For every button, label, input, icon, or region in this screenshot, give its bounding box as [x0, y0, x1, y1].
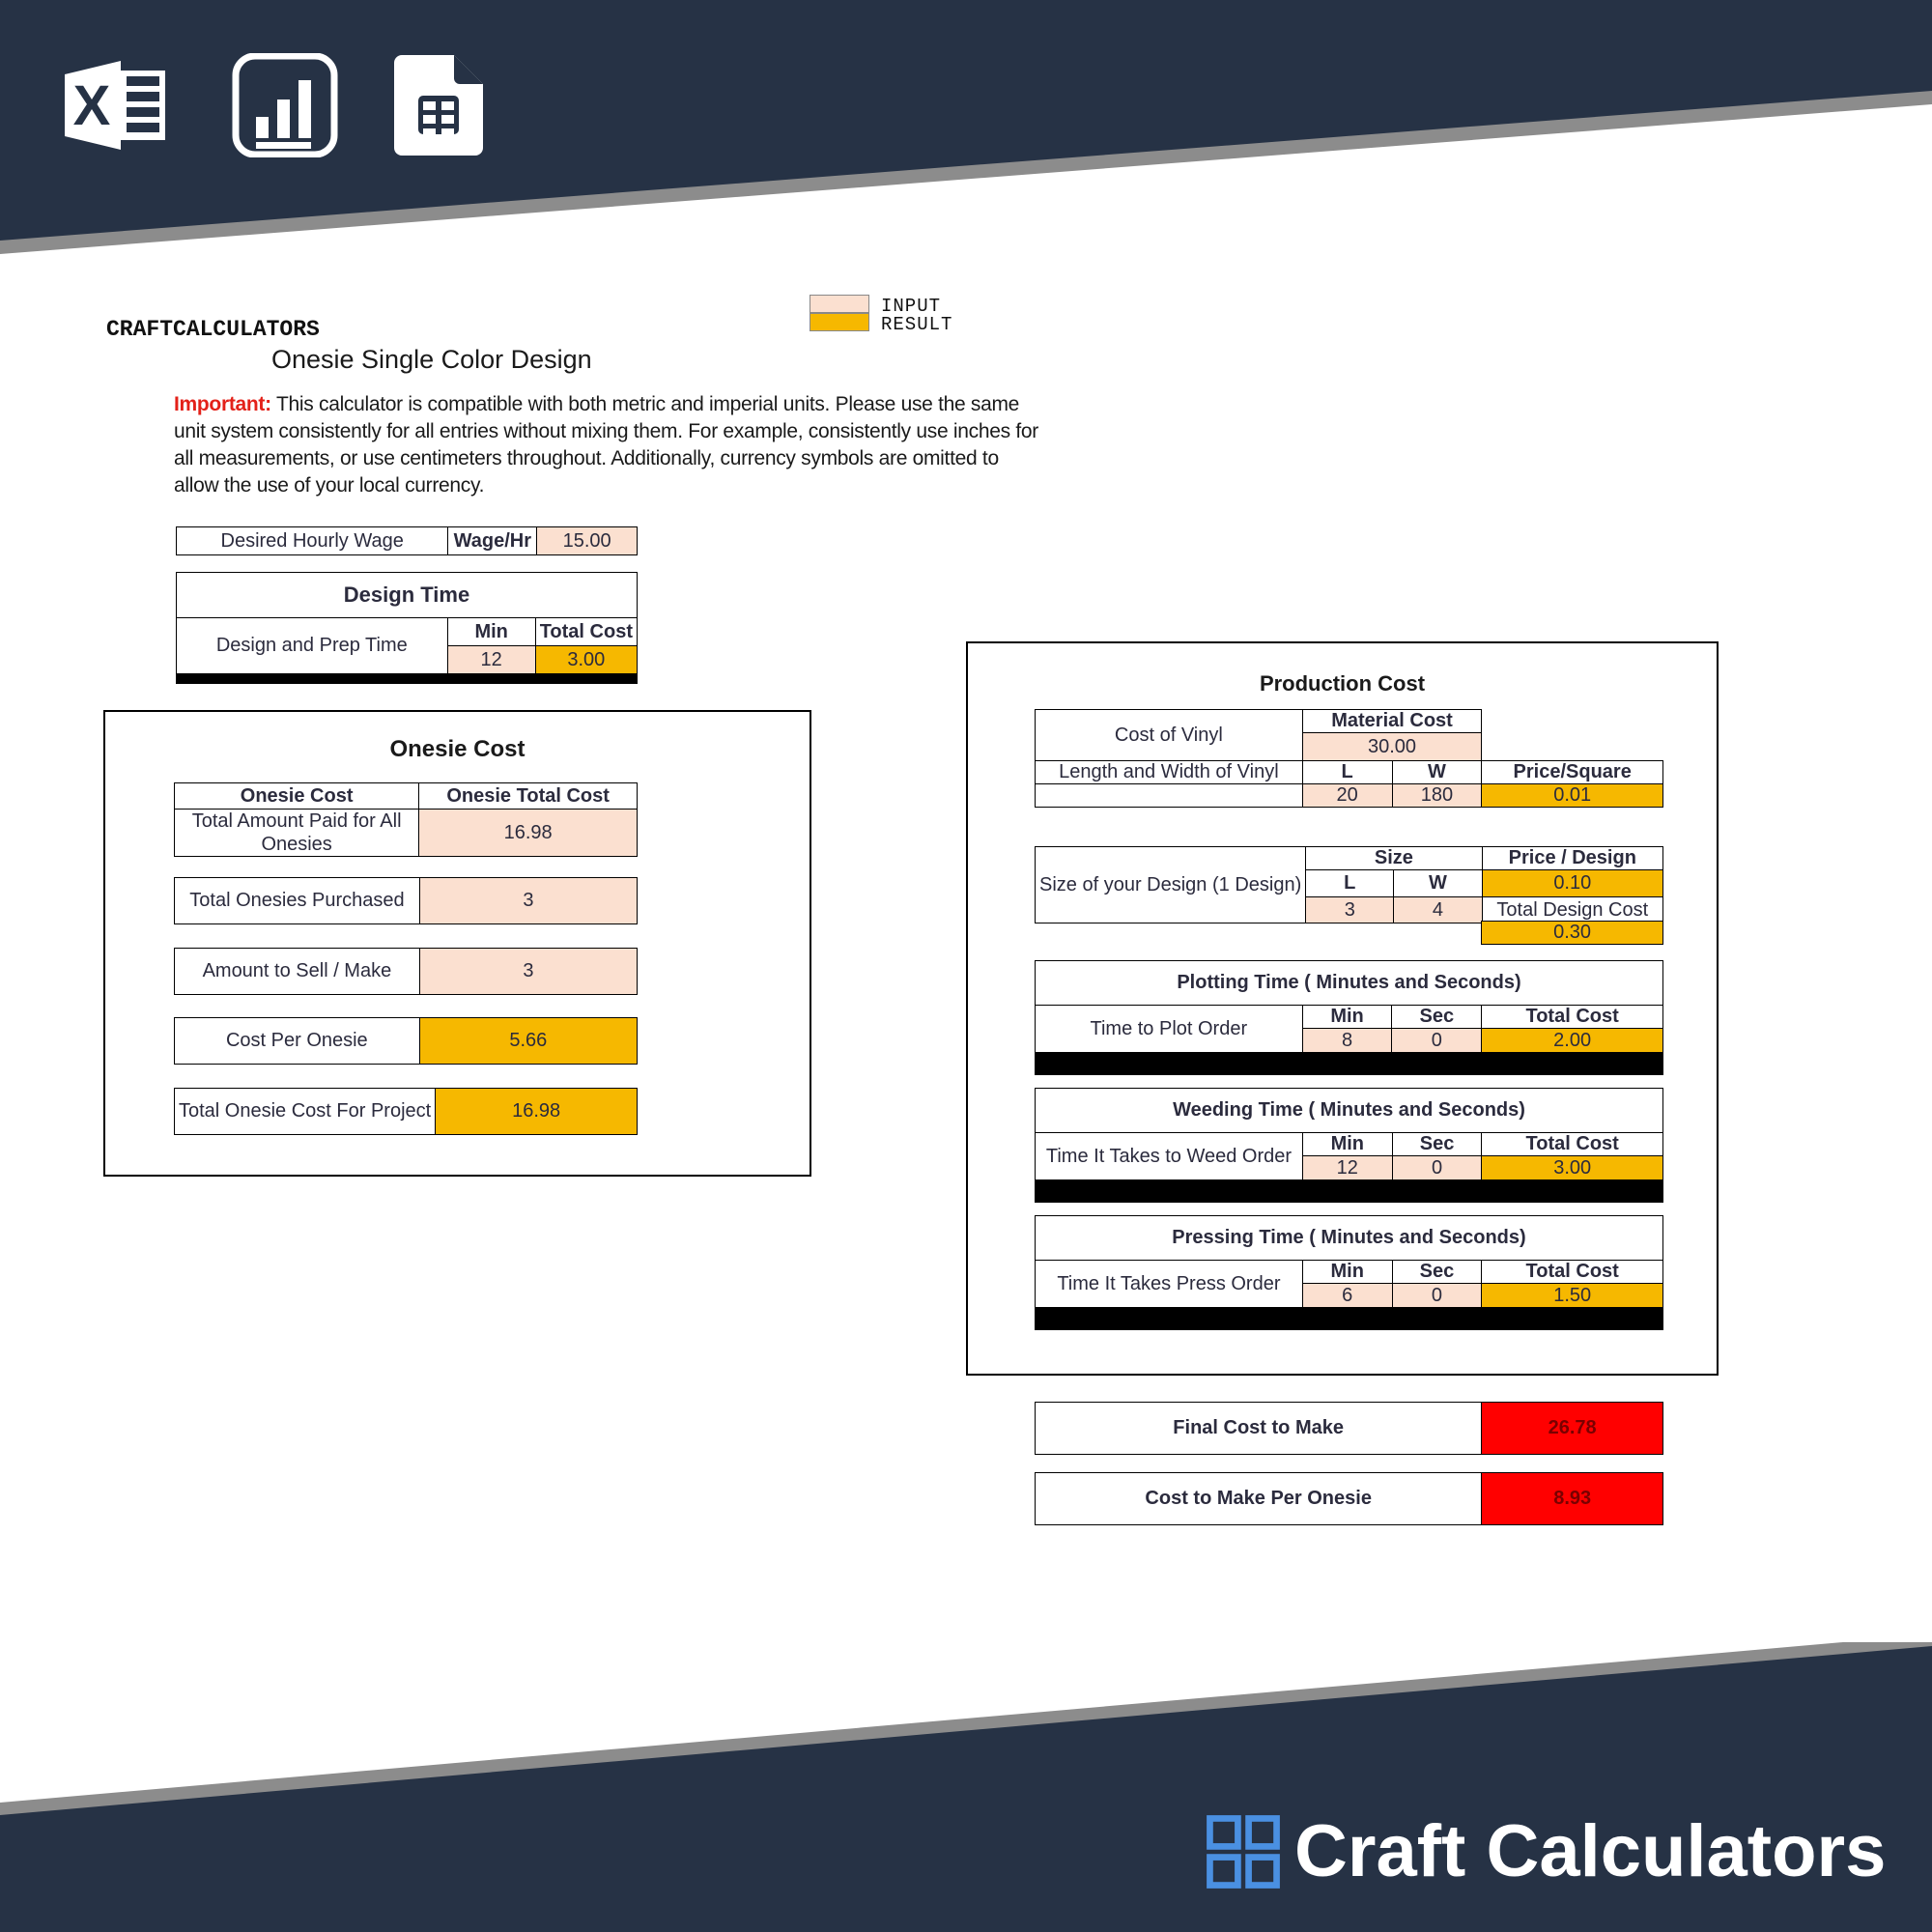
svg-text:X: X — [73, 74, 111, 137]
